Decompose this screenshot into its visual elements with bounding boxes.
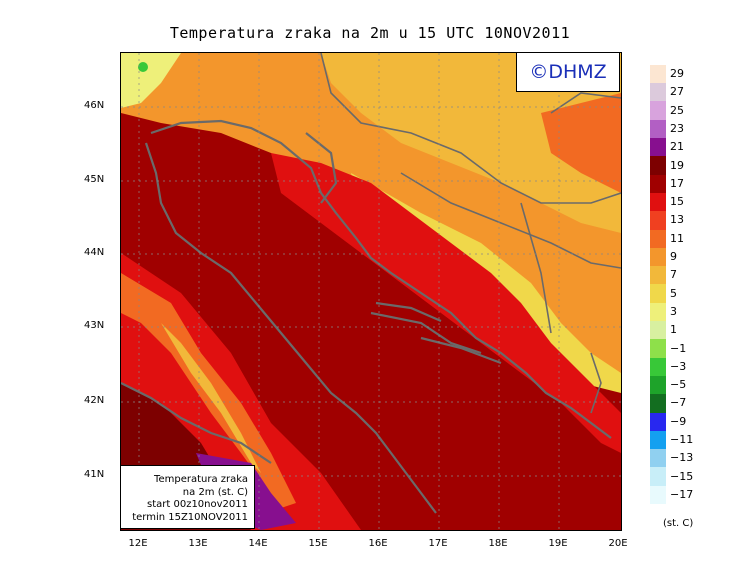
legend-swatch (650, 302, 666, 322)
info-line-4: termin 15Z10NOV2011 (132, 511, 248, 523)
legend-level: 19 (670, 158, 684, 172)
legend-level: −17 (670, 487, 694, 501)
legend-swatch (650, 412, 666, 431)
lat-label: 42N (84, 395, 105, 406)
apennine-ridge (131, 293, 261, 473)
legend-swatch (650, 138, 666, 157)
legend-swatch (650, 64, 666, 84)
legend-level: −5 (670, 378, 687, 392)
lon-label: 13E (188, 538, 208, 549)
legend-level: 5 (670, 286, 677, 300)
legend-swatch (650, 375, 666, 395)
lon-label: 19E (548, 538, 568, 549)
legend-swatch (650, 266, 666, 285)
legend-swatch (650, 449, 666, 468)
coastal-strip (271, 153, 621, 453)
temperature-map (120, 52, 622, 531)
info-line-3: start 00z10nov2011 (147, 499, 248, 510)
legend-level: 9 (670, 250, 677, 263)
lat-label: 46N (84, 100, 105, 111)
lon-label: 14E (248, 538, 268, 549)
legend-level: −7 (670, 396, 687, 410)
legend-level: 11 (670, 231, 684, 245)
legend-level: −1 (670, 341, 687, 355)
legend-swatch (650, 174, 666, 193)
legend-level: 29 (670, 67, 684, 80)
lon-label: 17E (428, 538, 448, 549)
east-warm-patch (541, 93, 621, 193)
legend-swatch (650, 101, 666, 120)
info-line-2: na 2m (st. C) (182, 486, 248, 498)
legend-level: 21 (670, 140, 684, 154)
legend-level: 23 (670, 121, 684, 135)
legend-level: −15 (670, 469, 694, 483)
pannonia-cool (321, 53, 621, 233)
legend-level: 15 (670, 195, 684, 209)
legend-level: 13 (670, 213, 684, 227)
grid (121, 53, 621, 530)
alps-cool (121, 53, 181, 108)
legend-level: 7 (670, 268, 677, 282)
legend-level: −13 (670, 451, 694, 465)
legend-level: 25 (670, 103, 684, 117)
legend-level: −9 (670, 414, 687, 428)
legend-unit: (st. C) (663, 518, 694, 529)
legend-swatch (650, 357, 666, 376)
legend-level: 27 (670, 85, 684, 99)
lon-label: 18E (488, 538, 508, 549)
legend-swatch (650, 467, 666, 486)
lat-label: 45N (84, 174, 105, 185)
alps-cold-spot (138, 62, 148, 72)
legend-level: 1 (670, 323, 677, 337)
legend-swatch (650, 430, 666, 450)
legend-level: 3 (670, 304, 677, 318)
lat-label: 44N (84, 247, 105, 258)
lat-label: 41N (84, 469, 105, 480)
lon-label: 20E (608, 538, 628, 549)
legend-swatch (650, 394, 666, 413)
lon-label: 16E (368, 538, 388, 549)
legend-swatch (650, 229, 666, 248)
lat-label: 43N (84, 320, 105, 331)
legend-swatch (650, 119, 666, 139)
legend-level: −3 (670, 359, 687, 373)
legend-swatch (650, 83, 666, 102)
legend-swatch (650, 485, 666, 505)
borders (320, 53, 621, 414)
legend-swatch (650, 247, 666, 267)
coastlines (121, 119, 612, 514)
legend-swatch (650, 339, 666, 358)
lon-label: 12E (128, 538, 148, 549)
legend-level: −11 (670, 433, 694, 446)
info-box: Temperatura zraka na 2m (st. C) start 00… (120, 465, 255, 529)
map-field (121, 53, 621, 530)
legend-swatch (650, 192, 666, 212)
map-title: Temperatura zraka na 2m u 15 UTC 10NOV20… (169, 24, 571, 42)
lon-label: 15E (308, 538, 328, 549)
legend-swatch (650, 284, 666, 303)
legend-swatch (650, 156, 666, 175)
legend-swatch (650, 211, 666, 230)
dhmz-logo: ©DHMZ (516, 52, 620, 92)
legend-level: 17 (670, 176, 684, 190)
info-line-1: Temperatura zraka (154, 474, 248, 485)
legend-swatch (650, 321, 666, 340)
